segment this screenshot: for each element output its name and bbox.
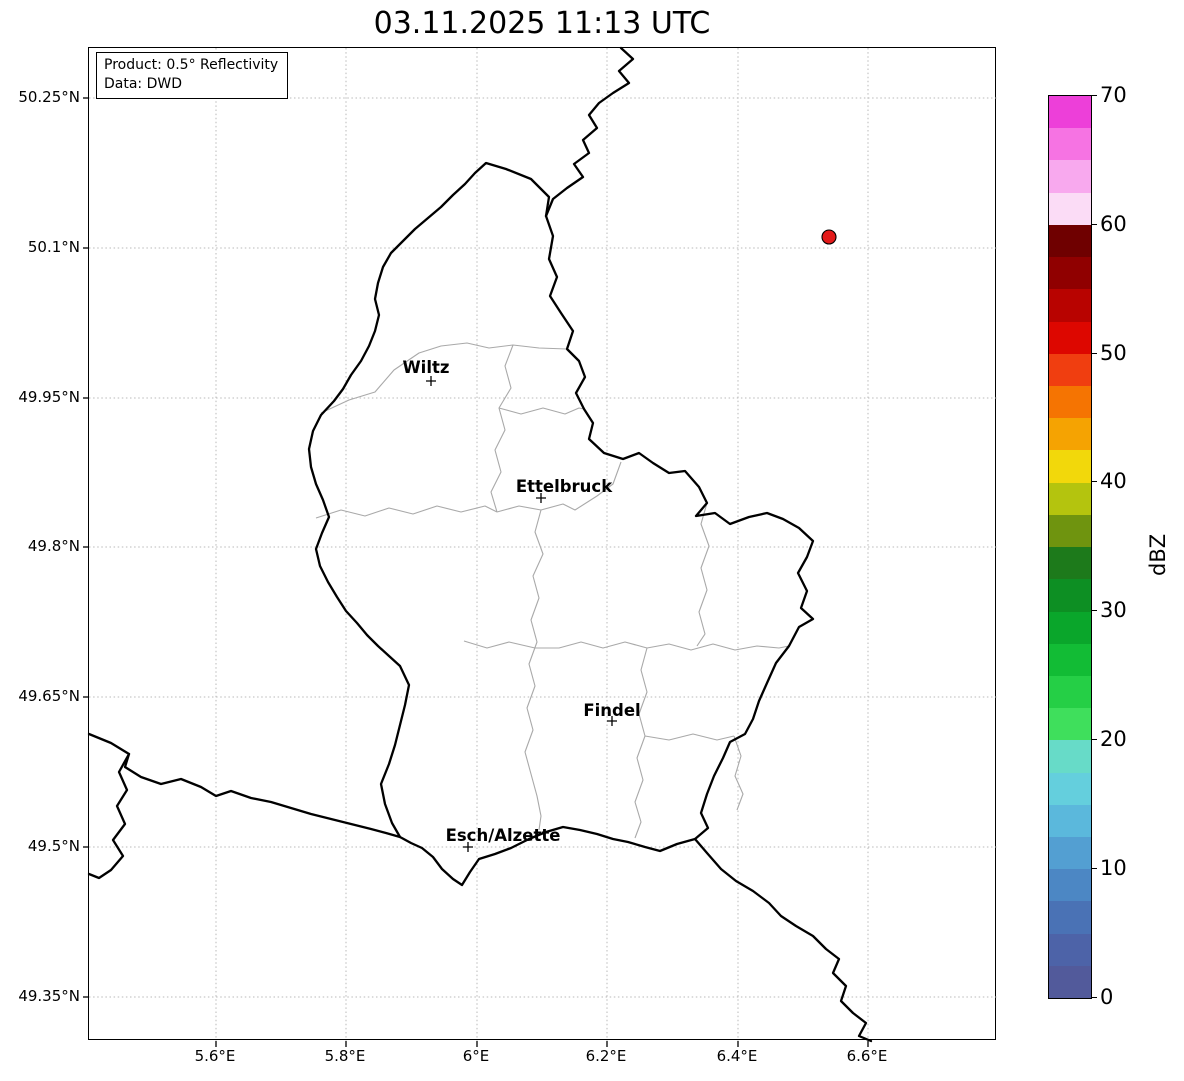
map-plot-area: Wiltz Ettelbruck Findel Esch/Alzette	[83, 46, 997, 1047]
luxembourg-border	[307, 161, 815, 887]
wiltz-marker	[426, 376, 436, 386]
colorbar	[1048, 95, 1092, 999]
colorbar-tick-label: 60	[1091, 212, 1127, 236]
radar-echo-marker	[821, 229, 837, 245]
x-tick-label: 5.6°E	[194, 1047, 236, 1065]
page-title: 03.11.2025 11:13 UTC	[373, 6, 711, 41]
y-tick-label: 49.35°N	[18, 987, 80, 1005]
y-tick-label: 50.25°N	[18, 88, 80, 106]
france-border-spur	[87, 752, 131, 880]
city-label-ettelbruck: Ettelbruck	[516, 477, 613, 496]
graticule-grid	[89, 48, 997, 1041]
info-data-line: Data: DWD	[104, 75, 182, 92]
ettelbruck-marker	[536, 493, 546, 503]
y-tick-label: 49.5°N	[27, 837, 80, 855]
x-tick-label: 5.8°E	[324, 1047, 366, 1065]
y-tick-label: 50.1°N	[27, 238, 80, 256]
national-borders	[87, 46, 873, 1043]
colorbar-tick-label: 0	[1090, 985, 1114, 1009]
y-tick-label: 49.65°N	[18, 687, 80, 705]
city-label-wiltz: Wiltz	[402, 358, 449, 377]
city-labels: Wiltz Ettelbruck Findel Esch/Alzette	[402, 358, 640, 845]
y-tick-label: 49.95°N	[18, 388, 80, 406]
city-label-findel: Findel	[583, 701, 640, 720]
y-tick-label: 49.8°N	[27, 537, 80, 555]
colorbar-tick-label: 30	[1091, 598, 1127, 622]
city-label-esch: Esch/Alzette	[446, 826, 561, 845]
axis-tick-marks	[83, 97, 869, 1047]
colorbar-tick-label: 20	[1091, 727, 1127, 751]
colorbar-tick-label: 10	[1091, 856, 1127, 880]
findel-marker	[607, 716, 617, 726]
info-product-line: Product: 0.5° Reflectivity	[104, 57, 279, 73]
district-borders	[315, 342, 790, 839]
x-tick-label: 6°E	[462, 1047, 490, 1065]
belgium-france-border	[87, 732, 402, 839]
x-tick-label: 6.2°E	[585, 1047, 627, 1065]
x-tick-label: 6.4°E	[716, 1047, 758, 1065]
colorbar-tick-label: 70	[1091, 83, 1127, 107]
germany-france-border	[693, 837, 873, 1043]
colorbar-tick-label: 40	[1091, 469, 1127, 493]
colorbar-tick-label: 50	[1091, 341, 1127, 365]
map-canvas: Wiltz Ettelbruck Findel Esch/Alzette	[83, 46, 997, 1047]
colorbar-unit-label: dBZ	[1146, 533, 1170, 576]
city-markers	[426, 376, 617, 852]
info-box: Product: 0.5° Reflectivity Data: DWD	[96, 52, 289, 99]
germany-belgium-border	[544, 46, 635, 218]
x-tick-label: 6.6°E	[846, 1047, 888, 1065]
esch-marker	[463, 842, 473, 852]
